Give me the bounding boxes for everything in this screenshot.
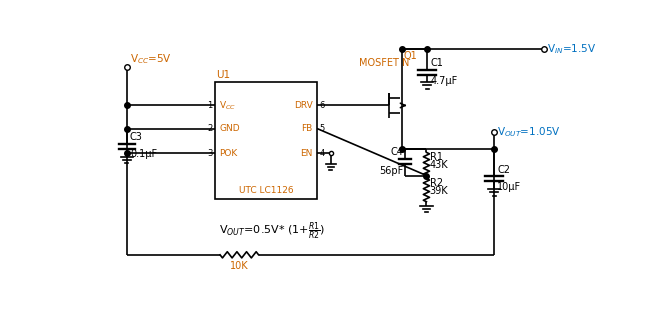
Text: R2: R2: [430, 178, 442, 188]
Bar: [215, 82, 317, 199]
Text: GND: GND: [219, 124, 240, 133]
Text: 4.7μF: 4.7μF: [430, 76, 457, 86]
Text: V$_{OUT}$=1.05V: V$_{OUT}$=1.05V: [497, 126, 561, 139]
Text: 4: 4: [319, 149, 324, 158]
Text: 2: 2: [207, 124, 212, 133]
Text: V$_{OUT}$=0.5V* (1+$\frac{R1}{R2}$): V$_{OUT}$=0.5V* (1+$\frac{R1}{R2}$): [219, 221, 326, 242]
Text: MOSFET N: MOSFET N: [359, 58, 410, 68]
Text: POK: POK: [219, 149, 237, 158]
Text: 10K: 10K: [230, 261, 248, 271]
Text: V$_{CC}$=5V: V$_{CC}$=5V: [130, 52, 172, 66]
Text: C4: C4: [390, 147, 403, 157]
Text: C1: C1: [430, 58, 443, 68]
Text: U1: U1: [216, 70, 230, 80]
Text: V$_{IN}$=1.5V: V$_{IN}$=1.5V: [548, 42, 597, 56]
Text: DRV: DRV: [293, 101, 312, 110]
Text: 0.1μF: 0.1μF: [130, 149, 157, 159]
Text: 56pF: 56pF: [379, 165, 403, 176]
Text: R1: R1: [430, 152, 442, 162]
Text: C2: C2: [497, 165, 510, 175]
Text: Q1: Q1: [403, 51, 417, 61]
Text: 1: 1: [207, 101, 212, 110]
Text: FB: FB: [301, 124, 312, 133]
Text: 5: 5: [319, 124, 324, 133]
Text: 39K: 39K: [430, 186, 448, 196]
Text: 43K: 43K: [430, 160, 448, 170]
Text: C3: C3: [130, 132, 143, 142]
Text: 3: 3: [207, 149, 212, 158]
Text: UTC LC1126: UTC LC1126: [239, 186, 293, 195]
Text: 6: 6: [319, 101, 325, 110]
Text: V$_{CC}$: V$_{CC}$: [219, 99, 236, 112]
Text: EN: EN: [300, 149, 312, 158]
Text: 10μF: 10μF: [497, 182, 521, 192]
